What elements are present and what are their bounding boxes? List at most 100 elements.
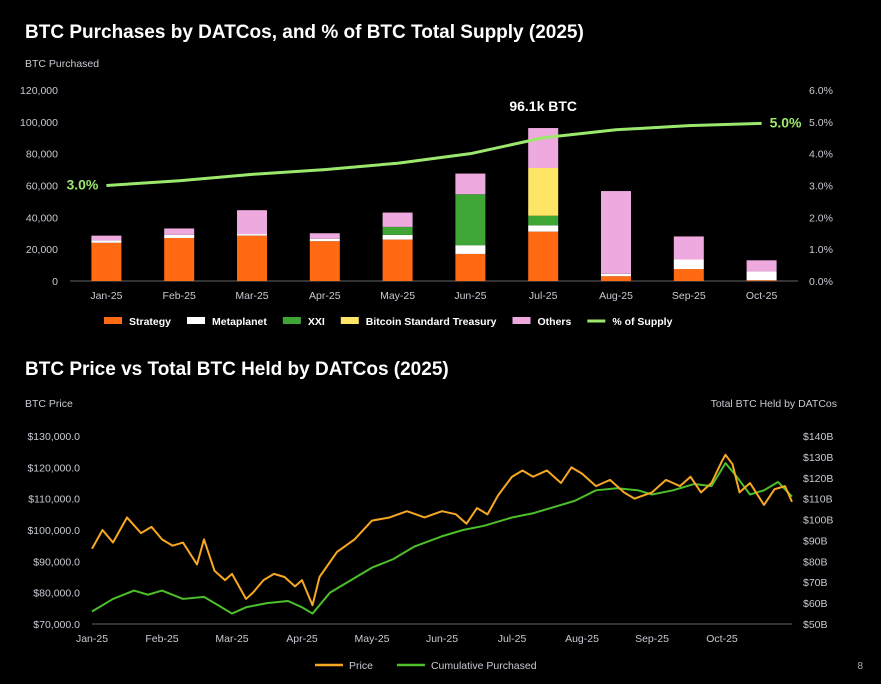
chart1-y2-tick-label: 4.0% [809, 149, 833, 161]
chart2-x-tick-label: Apr-25 [286, 633, 318, 645]
chart1-plot: 0 20,000 40,000 60,000 80,000 100,000 120,000 0… [20, 85, 833, 328]
legend-label: Others [538, 316, 572, 328]
chart2-y2-tick-label: $50B [803, 619, 828, 631]
bar-segment [455, 253, 486, 281]
bar-segment [164, 234, 195, 239]
bar-segment [528, 128, 559, 168]
legend-label: Price [349, 660, 373, 672]
bar-segment [528, 167, 559, 216]
bar-segment [673, 269, 704, 281]
chart1-y2-tick-label: 0.0% [809, 276, 833, 288]
bar-segment [746, 271, 777, 281]
chart1-x-tick-label: Sep-25 [672, 290, 706, 302]
end-pct-annotation: 5.0% [770, 114, 802, 130]
chart2-title: BTC Price vs Total BTC Held by DATCos (2… [25, 359, 449, 380]
chart2-y-tick-label: $110,000.0 [28, 494, 80, 506]
bar-segment [746, 280, 777, 281]
bar-segment [91, 242, 122, 281]
cumulative-purchased-line [91, 462, 793, 615]
chart2-y2-tick-label: $80B [803, 556, 828, 568]
bar-segment [382, 234, 413, 240]
page-number: 8 [857, 661, 863, 672]
legend-swatch [104, 317, 122, 324]
chart1-x-tick-label: Jan-25 [90, 290, 122, 302]
price-line [91, 453, 793, 607]
chart2-y2-tick-label: $140B [803, 431, 833, 443]
chart1-x-tick-label: May-25 [380, 290, 415, 302]
chart1-y-tick-label: 40,000 [26, 212, 58, 224]
bar-segment [382, 212, 413, 227]
chart2-y-tick-label: $120,000.0 [27, 462, 80, 474]
chart2-y-tick-label: $70,000.0 [33, 619, 80, 631]
chart2-x-tick-label: Feb-25 [145, 633, 178, 645]
legend-swatch [282, 317, 301, 324]
chart2-y-axis-label: BTC Price [25, 398, 73, 410]
bar-segment [91, 240, 122, 243]
bar-segment [237, 235, 267, 281]
bar-segment [455, 173, 486, 195]
bar-segment [746, 260, 777, 272]
bar-segment [91, 235, 122, 241]
chart2-y2-axis-label: Total BTC Held by DATCos [710, 398, 837, 410]
chart2-x-tick-label: May-25 [354, 633, 389, 645]
chart2-x-tick-label: Jan-25 [76, 633, 108, 645]
chart2-x-tick-label: Oct-25 [706, 633, 738, 645]
legend-swatch [512, 317, 531, 324]
legend-label: Metaplanet [212, 316, 267, 328]
chart1-y-axis-label: BTC Purchased [25, 58, 100, 70]
bar-segment [528, 215, 559, 226]
chart2-y2-tick-label: $130B [803, 452, 833, 464]
peak-annotation: 96.1k BTC [509, 98, 577, 114]
supply-pct-line [106, 121, 762, 187]
legend-label: Strategy [129, 316, 171, 328]
chart2-y2-tick-label: $110B [803, 494, 833, 506]
bar-segment [164, 238, 195, 281]
legend-swatch [187, 317, 206, 324]
chart2-y-tick-label: $100,000.0 [27, 525, 80, 537]
chart2-y2-tick-label: $90B [803, 535, 828, 547]
chart2-y2-tick-label: $60B [803, 598, 828, 610]
chart1-y-tick-label: 60,000 [26, 181, 58, 193]
chart2-x-tick-label: Mar-25 [215, 633, 248, 645]
legend-label: Cumulative Purchased [431, 660, 537, 672]
chart1-y2-tick-label: 5.0% [809, 117, 833, 129]
chart1-y-tick-label: 100,000 [20, 117, 58, 129]
chart2-y2-tick-label: $100B [803, 515, 833, 527]
chart1-y-tick-label: 0 [52, 276, 58, 288]
legend-label: Bitcoin Standard Treasury [366, 316, 497, 328]
bar-segment [601, 276, 631, 281]
chart1-x-tick-label: Apr-25 [309, 290, 341, 302]
bar-segment [382, 239, 413, 281]
chart1-x-tick-label: Feb-25 [163, 290, 196, 302]
bar-segment [528, 225, 559, 232]
chart1-x-tick-label: Oct-25 [746, 290, 778, 302]
chart2-x-tick-label: Aug-25 [565, 633, 599, 645]
bar-segment [673, 236, 704, 260]
chart2-y-tick-label: $90,000.0 [33, 556, 80, 568]
bar-segment [382, 226, 413, 235]
chart2-y2-tick-label: $70B [803, 577, 828, 589]
chart1-y2-tick-label: 1.0% [809, 244, 833, 256]
legend-label: % of Supply [612, 316, 672, 328]
chart1-x-tick-label: Jul-25 [529, 290, 558, 302]
bar-segment [673, 259, 704, 270]
chart2-y-tick-label: $130,000.0 [27, 431, 80, 443]
chart1-y2-tick-label: 2.0% [809, 212, 833, 224]
chart1-y2-tick-label: 6.0% [809, 85, 833, 97]
chart2-x-tick-label: Jul-25 [498, 633, 527, 645]
chart1-y-tick-label: 80,000 [26, 149, 58, 161]
chart1-y-tick-label: 120,000 [20, 85, 58, 97]
bar-segment [528, 231, 559, 281]
chart1-y-tick-label: 20,000 [26, 244, 58, 256]
start-pct-annotation: 3.0% [66, 177, 98, 193]
bar-segment [237, 234, 267, 236]
chart1-x-tick-label: Mar-25 [235, 290, 268, 302]
chart1-x-tick-label: Jun-25 [454, 290, 486, 302]
chart2-y2-tick-label: $120B [803, 473, 833, 485]
chart2-y-tick-label: $80,000.0 [33, 588, 80, 600]
bar-segment [164, 228, 195, 235]
bar-segment [601, 191, 631, 274]
chart1-y2-tick-label: 3.0% [809, 181, 833, 193]
chart2-x-tick-label: Jun-25 [426, 633, 458, 645]
